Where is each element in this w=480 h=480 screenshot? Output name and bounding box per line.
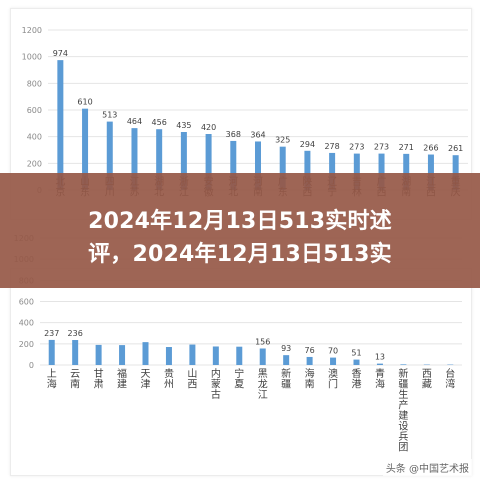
bottom-bar xyxy=(376,363,383,365)
top-data-label: 464 xyxy=(127,117,142,126)
bottom-y-tick-label: 200 xyxy=(19,340,34,349)
bottom-bar xyxy=(189,344,196,365)
bottom-data-label: 70 xyxy=(328,347,338,356)
top-data-label: 974 xyxy=(53,49,68,58)
bottom-data-label: 93 xyxy=(281,344,291,353)
headline-line-2: 评，2024年12月13日513实 xyxy=(88,242,392,267)
bottom-category-label: 福建 xyxy=(117,367,127,391)
bottom-y-tick-label: 600 xyxy=(19,298,34,307)
bottom-category-label: 天津 xyxy=(141,369,151,391)
bottom-bar xyxy=(330,357,337,365)
top-bar xyxy=(304,150,311,190)
bottom-data-label: 76 xyxy=(305,346,315,355)
top-bar xyxy=(329,152,336,190)
top-bar xyxy=(427,154,434,190)
bottom-category-label: 贵州 xyxy=(164,367,174,391)
bottom-bar xyxy=(95,344,102,365)
bottom-bar xyxy=(400,364,407,365)
top-bar xyxy=(403,153,410,190)
top-bar xyxy=(279,146,286,190)
bottom-category-label: 上海 xyxy=(47,368,57,391)
bottom-category-label: 香港 xyxy=(352,368,362,391)
bottom-category-label: 澳门 xyxy=(328,367,338,391)
top-y-tick-label: 800 xyxy=(27,79,42,88)
bottom-bar xyxy=(283,355,290,365)
bottom-y-tick-label: 0 xyxy=(29,361,34,370)
bottom-bar xyxy=(212,346,219,365)
bottom-category-label: 内蒙古 xyxy=(211,367,221,401)
bottom-chart-card xyxy=(10,268,472,476)
top-y-tick-label: 1000 xyxy=(22,53,42,62)
bottom-category-label: 新疆生产建设兵团 xyxy=(398,367,408,454)
bottom-category-label: 山西 xyxy=(187,368,197,391)
bottom-data-label: 236 xyxy=(68,329,83,338)
bottom-bar xyxy=(306,356,313,365)
top-data-label: 456 xyxy=(152,118,167,127)
top-bar xyxy=(180,132,187,190)
bottom-bar xyxy=(236,346,243,365)
top-data-label: 610 xyxy=(77,98,92,107)
bottom-data-label: 156 xyxy=(255,337,270,346)
top-bar xyxy=(106,121,113,190)
top-data-label: 261 xyxy=(448,144,463,153)
bottom-bar xyxy=(48,339,55,365)
bottom-data-label: 237 xyxy=(44,329,59,338)
top-data-label: 266 xyxy=(423,144,438,153)
top-data-label: 325 xyxy=(275,136,290,145)
top-data-label: 271 xyxy=(399,143,414,152)
top-data-label: 273 xyxy=(349,143,364,152)
top-data-label: 364 xyxy=(250,130,265,139)
top-bar xyxy=(353,153,360,190)
bottom-category-label: 甘肃 xyxy=(94,367,104,391)
top-y-tick-label: 400 xyxy=(27,133,42,142)
bottom-category-label: 宁夏 xyxy=(234,367,244,391)
bottom-bar xyxy=(72,340,79,365)
top-y-tick-label: 600 xyxy=(27,106,42,115)
bottom-category-label: 台湾 xyxy=(445,367,455,391)
top-data-label: 420 xyxy=(201,123,216,132)
top-bar xyxy=(156,129,163,190)
top-bar xyxy=(452,155,459,190)
top-data-label: 368 xyxy=(226,130,241,139)
top-data-label: 435 xyxy=(176,121,191,130)
top-data-label: 513 xyxy=(102,111,117,120)
bottom-category-label: 青海 xyxy=(375,367,385,391)
bottom-category-label: 黑龙江 xyxy=(258,368,268,401)
top-y-tick-label: 200 xyxy=(27,159,42,168)
top-bar xyxy=(82,108,89,190)
headline-line-1: 2024年12月13日513实时述 xyxy=(88,209,392,234)
bottom-data-label: 51 xyxy=(351,349,361,358)
bottom-category-label: 海南 xyxy=(305,367,315,391)
top-bar xyxy=(205,134,212,190)
top-bar xyxy=(57,60,64,191)
bottom-bar xyxy=(119,345,126,365)
bottom-bar xyxy=(353,359,360,365)
bottom-bar xyxy=(142,342,149,365)
top-data-label: 294 xyxy=(300,140,315,149)
top-bar xyxy=(131,128,138,190)
bottom-category-label: 西藏 xyxy=(422,369,432,391)
top-data-label: 278 xyxy=(324,142,339,151)
headline-overlay: 2024年12月13日513实时述 评，2024年12月13日513实 xyxy=(0,173,480,288)
top-bar xyxy=(230,140,237,190)
top-bar xyxy=(255,141,261,190)
watermark: 头条 @中国艺术报 xyxy=(382,459,472,476)
top-bar xyxy=(378,153,385,190)
top-y-tick-label: 1200 xyxy=(22,26,42,35)
bottom-bar xyxy=(259,348,266,365)
bottom-data-label: 13 xyxy=(375,353,385,362)
top-data-label: 273 xyxy=(374,143,389,152)
bottom-category-label: 新疆 xyxy=(281,367,291,391)
bottom-bar xyxy=(165,347,172,365)
bottom-category-label: 云南 xyxy=(70,369,80,391)
bottom-y-tick-label: 400 xyxy=(19,319,34,328)
